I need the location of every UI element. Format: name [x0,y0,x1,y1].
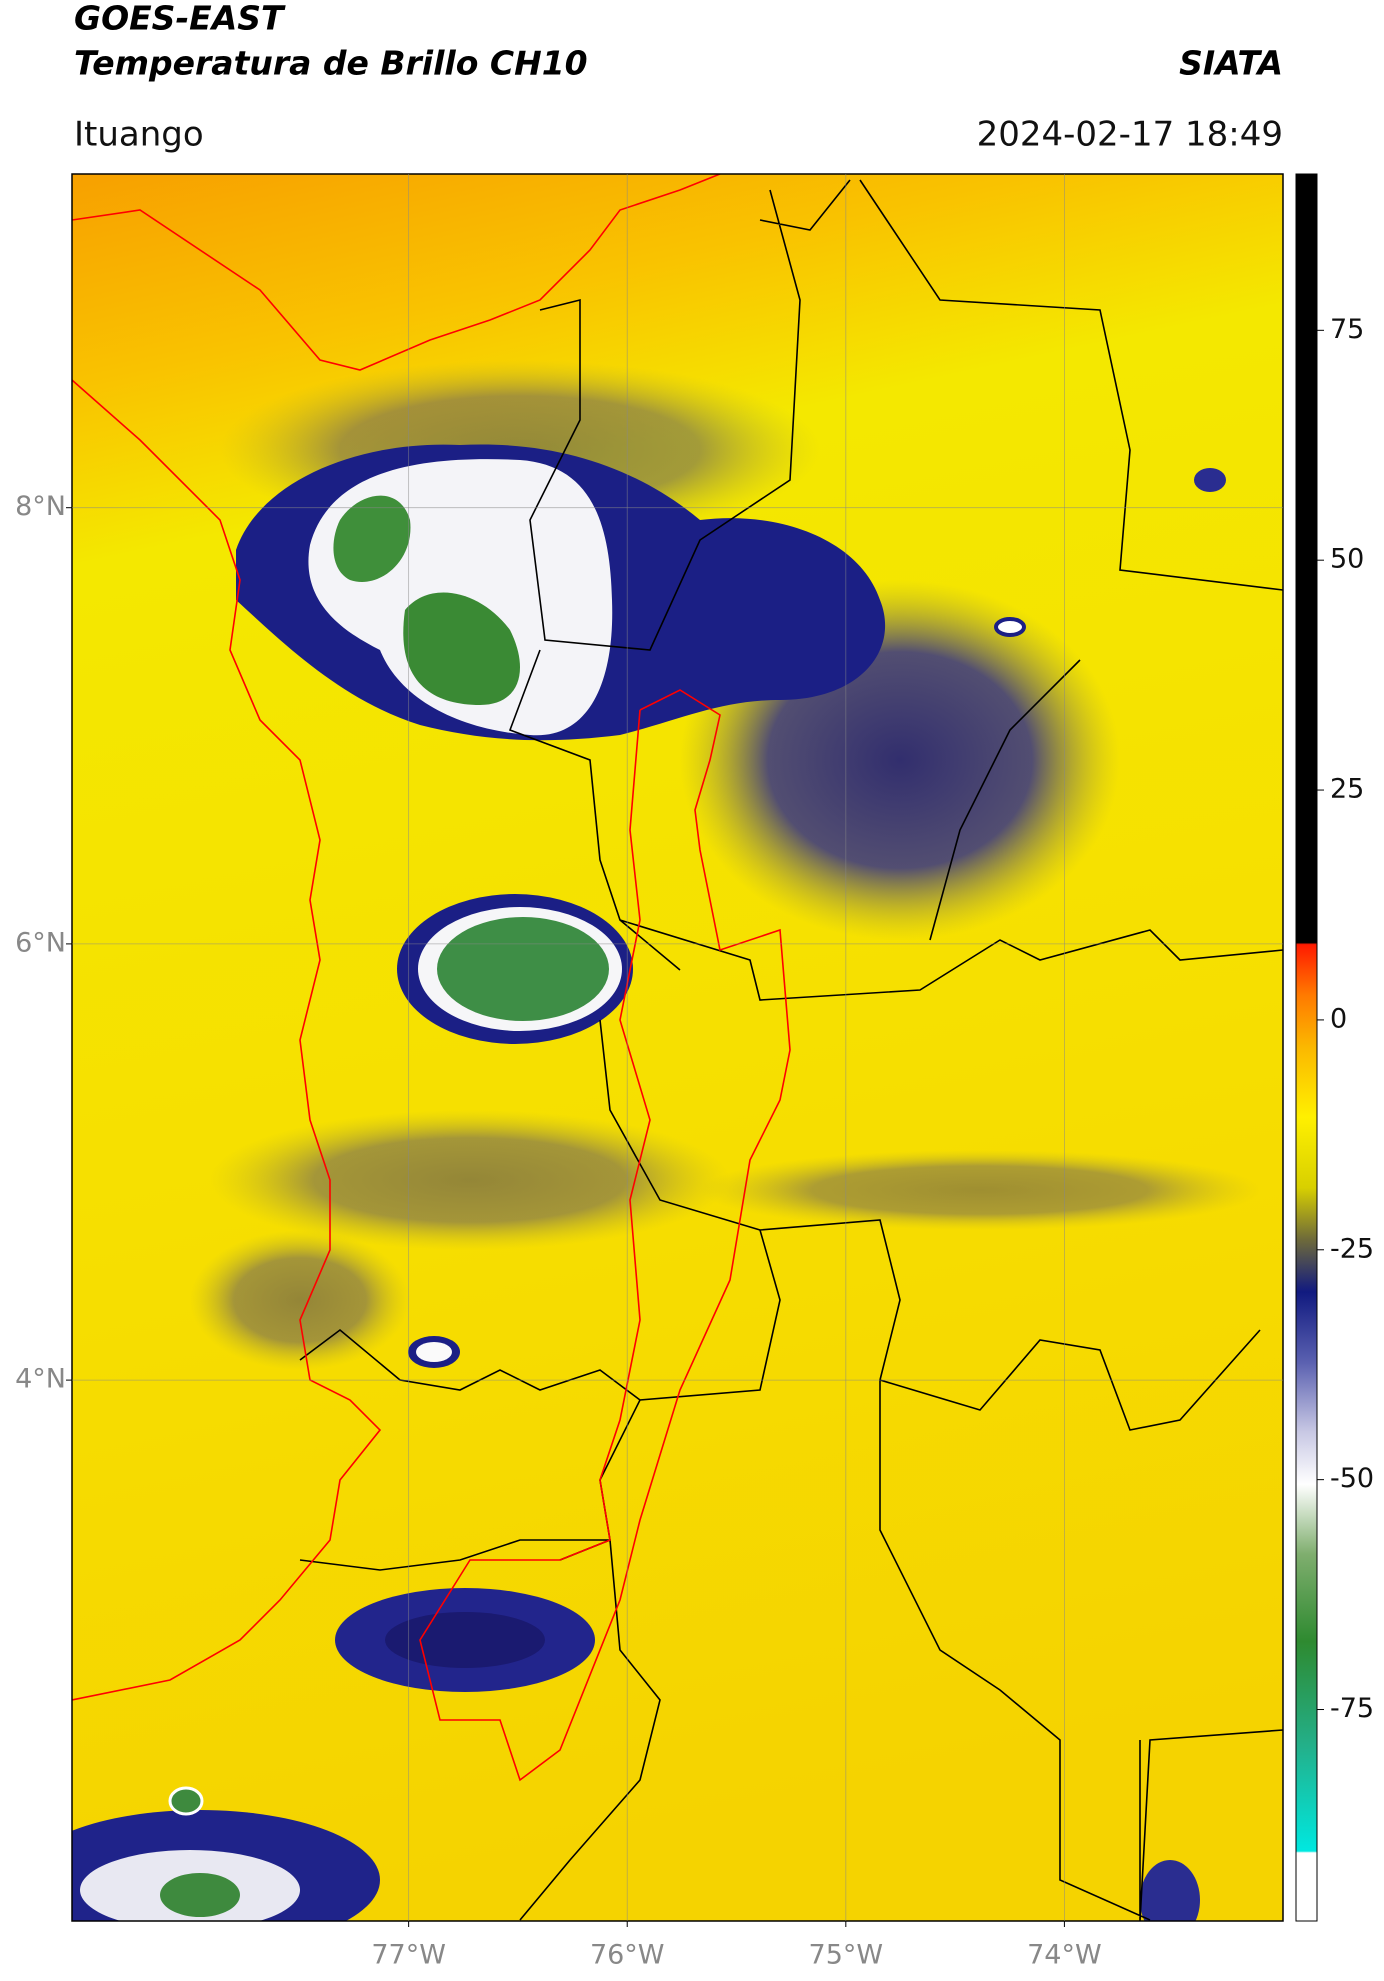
timestamp: 2024-02-17 18:49 [977,115,1283,155]
map-image [72,174,1283,1921]
y-tick-label: 8°N [15,491,66,522]
subtitle: Temperatura de Brillo CH10 [74,44,588,83]
colorbar-tick-label: -50 [1330,1463,1374,1494]
x-tick-label: 77°W [371,1940,446,1971]
colorbar-tick-label: 25 [1330,774,1364,805]
x-tick-label: 75°W [809,1940,884,1971]
x-tick-label: 74°W [1027,1940,1102,1971]
source: SIATA [1179,44,1283,83]
map-frame [71,173,1284,1922]
colorbar-tick-label: -75 [1330,1693,1374,1724]
x-tick-label: 76°W [590,1940,665,1971]
colorbar-tick-label: 0 [1330,1003,1347,1034]
y-tick-label: 4°N [15,1364,66,1395]
colorbar-tick-label: 50 [1330,544,1364,575]
location: Ituango [74,115,204,155]
colorbar-tick-label: -25 [1330,1233,1374,1264]
colorbar [1295,173,1318,1922]
title: GOES-EAST [74,0,286,38]
colorbar-tick-label: 75 [1330,314,1364,345]
y-tick-label: 6°N [15,927,66,958]
